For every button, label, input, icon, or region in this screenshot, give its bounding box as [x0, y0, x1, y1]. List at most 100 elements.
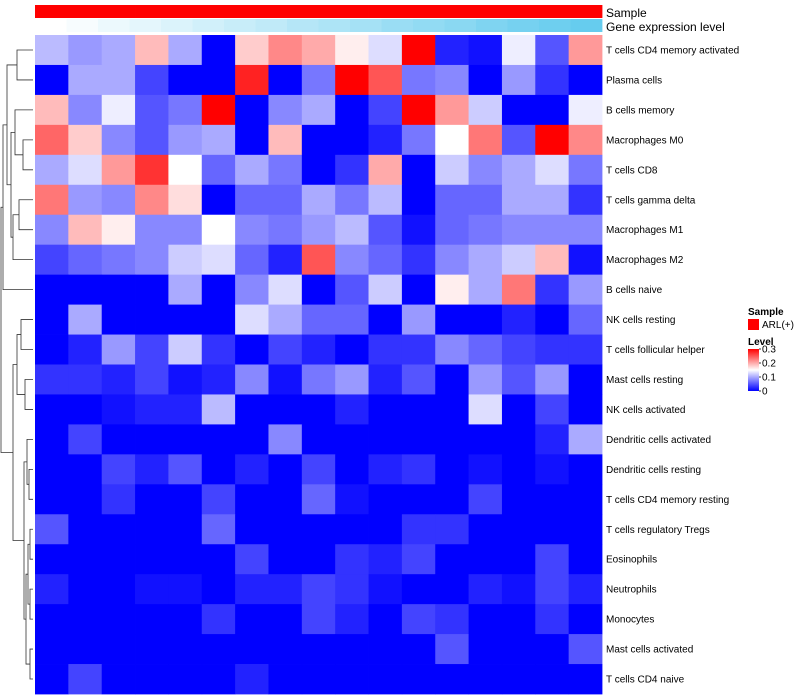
heatmap-cell [535, 35, 570, 66]
heatmap-cell [301, 634, 336, 665]
heatmap-cell [35, 154, 69, 186]
heatmap-cell [268, 154, 303, 186]
heatmap-cell [235, 274, 269, 305]
heatmap-cell [301, 664, 336, 695]
heatmap-cell [468, 394, 503, 425]
heatmap-cell [335, 94, 369, 126]
heatmap-cell [68, 94, 103, 126]
heatmap-cell [535, 364, 570, 395]
heatmap-cell [68, 544, 103, 575]
heatmap-cell [435, 244, 469, 276]
heatmap-cell [168, 94, 203, 126]
heatmap-cell [168, 484, 203, 515]
heatmap-cell [335, 454, 369, 485]
heatmap-cell [468, 634, 503, 665]
gene-expression-annotation-cell [161, 19, 193, 32]
heatmap-cell [135, 514, 169, 545]
dendrogram-branch [16, 49, 33, 81]
heatmap-cell [201, 514, 236, 545]
heatmap-cell [201, 214, 236, 246]
heatmap-cell [435, 304, 469, 335]
heatmap-cell [101, 334, 136, 365]
heatmap-cell [568, 364, 603, 395]
heatmap-cell [568, 484, 603, 515]
heatmap-cell [501, 304, 536, 335]
heatmap-cell [535, 514, 570, 545]
heatmap-cell [301, 214, 336, 246]
heatmap-cell [68, 64, 103, 96]
heatmap-cell [335, 394, 369, 425]
heatmap-cell [401, 64, 436, 96]
gene-expression-annotation-cell [129, 19, 162, 32]
heatmap-cell [268, 124, 303, 156]
heatmap-cell [168, 35, 203, 66]
heatmap-cell [301, 154, 336, 186]
row-dendrogram [0, 49, 33, 680]
heatmap-cell [101, 35, 136, 66]
heatmap-cell [501, 604, 536, 635]
heatmap-cell [268, 214, 303, 246]
heatmap-cell [535, 634, 570, 665]
heatmap-cell [301, 424, 336, 455]
heatmap-cell [35, 394, 69, 425]
heatmap-cell [68, 364, 103, 395]
heatmap-cell [535, 454, 570, 485]
heatmap-cell [168, 214, 203, 246]
heatmap-cell [35, 334, 69, 365]
heatmap-cell [135, 394, 169, 425]
heatmap-cell [168, 424, 203, 455]
legend-level-colorbar [748, 349, 759, 391]
heatmap-cell [501, 94, 536, 126]
row-label: T cells gamma delta [606, 195, 696, 206]
dendrogram-branch [24, 379, 33, 410]
row-label: Neutrophils [606, 585, 657, 596]
heatmap-cell [368, 64, 403, 96]
dendrogram-branch [26, 438, 33, 485]
heatmap-cell [201, 334, 236, 365]
dendrogram-branch [20, 319, 33, 350]
heatmap-cell [68, 35, 103, 66]
dendrogram-branch [0, 206, 13, 453]
heatmap-cell [35, 544, 69, 575]
heatmap-cell [401, 334, 436, 365]
gene-expression-annotation-cell [381, 19, 414, 32]
heatmap-cell [301, 544, 336, 575]
heatmap-cell [401, 184, 436, 216]
row-label: NK cells activated [606, 405, 685, 416]
heatmap-cell [435, 154, 469, 186]
heatmap-cell [568, 424, 603, 455]
heatmap-cell [301, 484, 336, 515]
heatmap-cell [68, 274, 103, 305]
heatmap-cell [535, 304, 570, 335]
dendrogram-branch [28, 468, 33, 500]
heatmap-cell [301, 604, 336, 635]
heatmap-cell [468, 274, 503, 305]
heatmap-cell [168, 574, 203, 605]
heatmap-cell [268, 604, 303, 635]
heatmap-cell [168, 454, 203, 485]
heatmap-cell [35, 214, 69, 246]
legend-sample-entry-label: ARL(+) [762, 320, 794, 331]
heatmap-cell [268, 514, 303, 545]
row-label: Monocytes [606, 615, 654, 626]
heatmap-cell [535, 424, 570, 455]
heatmap-cell [368, 514, 403, 545]
dendrogram-branch [2, 124, 33, 291]
heatmap-cell [335, 484, 369, 515]
heatmap-cell [101, 94, 136, 126]
heatmap-cell [101, 274, 136, 305]
heatmap-cell [101, 244, 136, 276]
heatmap-cell [401, 544, 436, 575]
heatmap-cell [201, 35, 236, 66]
heatmap-cell [335, 424, 369, 455]
heatmap-cell [535, 604, 570, 635]
heatmap-cell [501, 484, 536, 515]
heatmap-cell [468, 424, 503, 455]
heatmap-cell [35, 274, 69, 305]
heatmap-cell [135, 664, 169, 695]
heatmap-cell [368, 544, 403, 575]
row-label: Mast cells resting [606, 375, 683, 386]
heatmap-cell [135, 124, 169, 156]
heatmap-cell [301, 35, 336, 66]
heatmap-cell [301, 94, 336, 126]
